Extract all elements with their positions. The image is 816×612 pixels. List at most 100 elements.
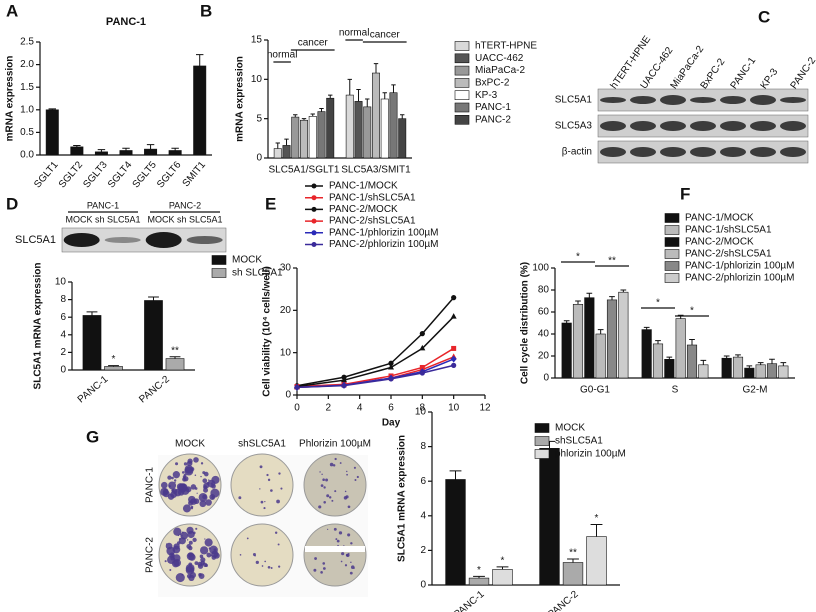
row-label: SLC5A3 xyxy=(555,121,593,132)
legend-label: PANC-2/MOCK xyxy=(329,204,398,215)
legend-label: PANC-1/MOCK xyxy=(329,181,398,192)
y-tick-label: 60 xyxy=(538,307,550,318)
annotation: * xyxy=(690,306,694,317)
y-tick-label: 5 xyxy=(256,113,262,124)
x-tick-label: SGLT2 xyxy=(57,159,86,190)
y-tick-label: 8 xyxy=(420,441,426,452)
colony xyxy=(192,537,197,543)
bar xyxy=(618,291,629,379)
marker xyxy=(341,383,347,389)
colony xyxy=(210,482,214,485)
legend-label: PANC-1/shSLC5A1 xyxy=(329,192,416,203)
colony xyxy=(325,478,329,482)
colony xyxy=(320,571,323,574)
marker xyxy=(419,370,425,376)
error-bar xyxy=(169,356,181,359)
error-bar xyxy=(301,118,307,121)
bar xyxy=(492,569,513,586)
colony xyxy=(190,484,197,490)
blot-band xyxy=(750,95,776,105)
bar xyxy=(664,358,675,379)
bar xyxy=(193,65,207,156)
colony xyxy=(170,491,177,499)
annotation: ** xyxy=(608,256,616,267)
colony xyxy=(200,557,206,563)
error-bar xyxy=(609,296,615,300)
y-tick-label: 2 xyxy=(60,347,66,358)
error-bar xyxy=(769,358,775,364)
scale-bar xyxy=(305,546,365,552)
colony xyxy=(353,567,355,569)
bar xyxy=(778,365,789,379)
colony xyxy=(270,489,273,492)
legend-swatch xyxy=(454,90,470,100)
series-line xyxy=(296,316,455,388)
colony xyxy=(327,528,329,530)
y-tick-label: 10 xyxy=(415,407,427,418)
y-tick-label: 2 xyxy=(420,545,426,556)
error-bar xyxy=(347,78,352,96)
colony xyxy=(264,500,266,503)
legend-swatch xyxy=(534,436,550,446)
legend-label: BxPC-2 xyxy=(475,78,510,89)
colony xyxy=(202,494,207,500)
colony xyxy=(188,540,193,545)
colony xyxy=(259,488,261,490)
legend-label: MOCK xyxy=(232,255,262,266)
colony xyxy=(180,531,189,540)
colony xyxy=(341,552,345,556)
colony xyxy=(167,475,172,480)
blot-band xyxy=(145,232,182,248)
error-bar xyxy=(391,84,396,93)
row-label: β-actin xyxy=(562,147,592,158)
colony xyxy=(354,478,357,481)
error-bar xyxy=(590,523,603,537)
legend-label: shSLC5A1 xyxy=(555,436,603,447)
lane-label: KP-3 xyxy=(759,66,781,91)
colony xyxy=(171,559,180,568)
marker xyxy=(388,376,394,382)
legend-marker xyxy=(311,242,317,247)
colony xyxy=(320,484,324,487)
bar xyxy=(595,333,606,379)
annotation: normal xyxy=(339,28,370,39)
annotation: normal xyxy=(267,50,298,61)
colony xyxy=(347,505,351,509)
x-tick-label: G0-G1 xyxy=(580,385,610,396)
bar xyxy=(721,357,732,379)
colony xyxy=(322,567,326,570)
colony xyxy=(335,538,338,541)
colony xyxy=(350,542,353,545)
colony xyxy=(175,462,179,466)
colony xyxy=(255,560,259,565)
colony xyxy=(329,462,334,467)
blot-band xyxy=(690,147,716,157)
legend-swatch xyxy=(454,53,470,64)
colony xyxy=(187,458,193,464)
colony xyxy=(197,563,204,569)
colony xyxy=(314,557,317,560)
y-tick-label: 20 xyxy=(280,305,292,316)
colony xyxy=(172,545,181,554)
error-bar xyxy=(86,311,98,316)
legend-marker xyxy=(311,206,317,212)
colony xyxy=(353,466,356,469)
row-label: SLC5A1 xyxy=(555,95,593,106)
y-tick-label: 0.0 xyxy=(20,150,34,161)
error-bar xyxy=(597,329,604,334)
bar xyxy=(165,358,185,371)
x-tick-label: SGLT6 xyxy=(155,159,184,190)
error-bar xyxy=(567,558,579,563)
colony xyxy=(322,478,325,482)
colony xyxy=(174,481,176,484)
colony xyxy=(334,457,337,461)
panel-letter: C xyxy=(758,7,770,26)
bar xyxy=(273,148,282,159)
colony xyxy=(188,495,196,504)
colony xyxy=(202,478,208,484)
bar xyxy=(104,366,123,371)
y-tick-label: 30 xyxy=(280,263,292,274)
marker xyxy=(451,362,457,368)
legend-label: hTERT-HPNE xyxy=(475,41,537,52)
colony xyxy=(194,474,197,477)
